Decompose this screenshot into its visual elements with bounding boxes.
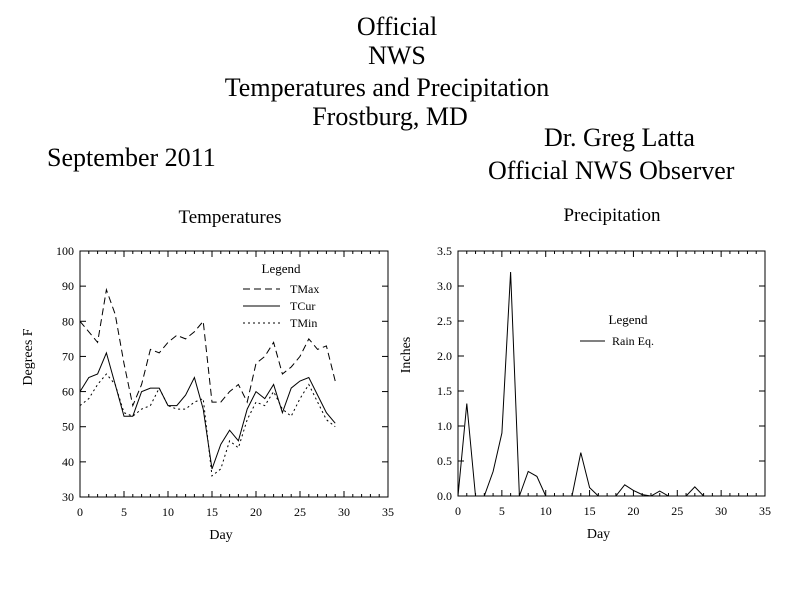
- legend-label: TMin: [290, 316, 317, 330]
- x-tick-label: 15: [584, 504, 596, 518]
- title-line-1: Official: [356, 12, 438, 41]
- x-tick-label: 35: [382, 505, 394, 519]
- y-tick-label: 40: [62, 455, 74, 469]
- x-tick-label: 10: [162, 505, 174, 519]
- y-tick-label: 100: [56, 244, 74, 258]
- x-tick-label: 15: [206, 505, 218, 519]
- legend-label: TCur: [290, 299, 315, 313]
- series-line-tcur: [79, 351, 336, 470]
- y-tick-label: 90: [62, 279, 74, 293]
- x-tick-label: 10: [540, 504, 552, 518]
- x-tick-label: 30: [338, 505, 350, 519]
- y-tick-label: 1.0: [437, 419, 452, 433]
- y-tick-label: 80: [62, 314, 74, 328]
- legend-label: Rain Eq.: [612, 334, 654, 348]
- plot-frame: [79, 250, 389, 498]
- observer-title: Official NWS Observer: [488, 156, 735, 185]
- x-tick-label: 35: [759, 504, 771, 518]
- y-tick-label: 50: [62, 420, 74, 434]
- series-line-tmax: [79, 287, 336, 408]
- x-tick-label: 30: [715, 504, 727, 518]
- plot-frame: [457, 250, 766, 497]
- x-tick-label: 25: [294, 505, 306, 519]
- title-line-2: NWS: [368, 41, 426, 70]
- y-tick-label: 3.5: [437, 244, 452, 258]
- y-tick-label: 2.0: [437, 349, 452, 363]
- y-tick-label: 2.5: [437, 314, 452, 328]
- legend-label: TMax: [290, 282, 319, 296]
- y-tick-label: 0.0: [437, 489, 452, 503]
- observer-name: Dr. Greg Latta: [544, 123, 695, 152]
- y-tick-label: 60: [62, 385, 74, 399]
- x-tick-label: 0: [455, 504, 461, 518]
- x-tick-label: 20: [627, 504, 639, 518]
- title-line-4: Frostburg, MD: [312, 102, 468, 131]
- legend-title: Legend: [609, 312, 648, 327]
- y-axis-label: Inches: [399, 337, 414, 374]
- month-label: September 2011: [47, 143, 216, 172]
- y-tick-label: 0.5: [437, 454, 452, 468]
- x-tick-label: 5: [499, 504, 505, 518]
- chart-title: Temperatures: [178, 207, 281, 228]
- y-tick-label: 1.5: [437, 384, 452, 398]
- x-axis-label: Day: [587, 527, 610, 542]
- x-tick-label: 25: [671, 504, 683, 518]
- x-tick-label: 5: [121, 505, 127, 519]
- title-line-3: Temperatures and Precipitation: [224, 73, 550, 102]
- series-line-tmin: [79, 373, 336, 477]
- y-tick-label: 30: [62, 490, 74, 504]
- temperature-chart: Temperatures 30 40 50 60 70 80 90 100 0 5 10 15 20 25 3…: [21, 207, 394, 543]
- series-line-rain-eq-: [457, 271, 713, 497]
- y-tick-label: 70: [62, 349, 74, 363]
- x-tick-label: 20: [250, 505, 262, 519]
- precipitation-chart: Precipitation 0.0 0.5 1.0 1.5 2.0 2.5 3.0 3.5 0 5 1…: [399, 205, 771, 542]
- y-axis-label: Degrees F: [21, 328, 36, 385]
- x-axis-label: Day: [209, 528, 232, 543]
- legend-title: Legend: [262, 261, 301, 276]
- chart-title: Precipitation: [563, 205, 661, 226]
- y-tick-label: 3.0: [437, 279, 452, 293]
- x-tick-label: 0: [77, 505, 83, 519]
